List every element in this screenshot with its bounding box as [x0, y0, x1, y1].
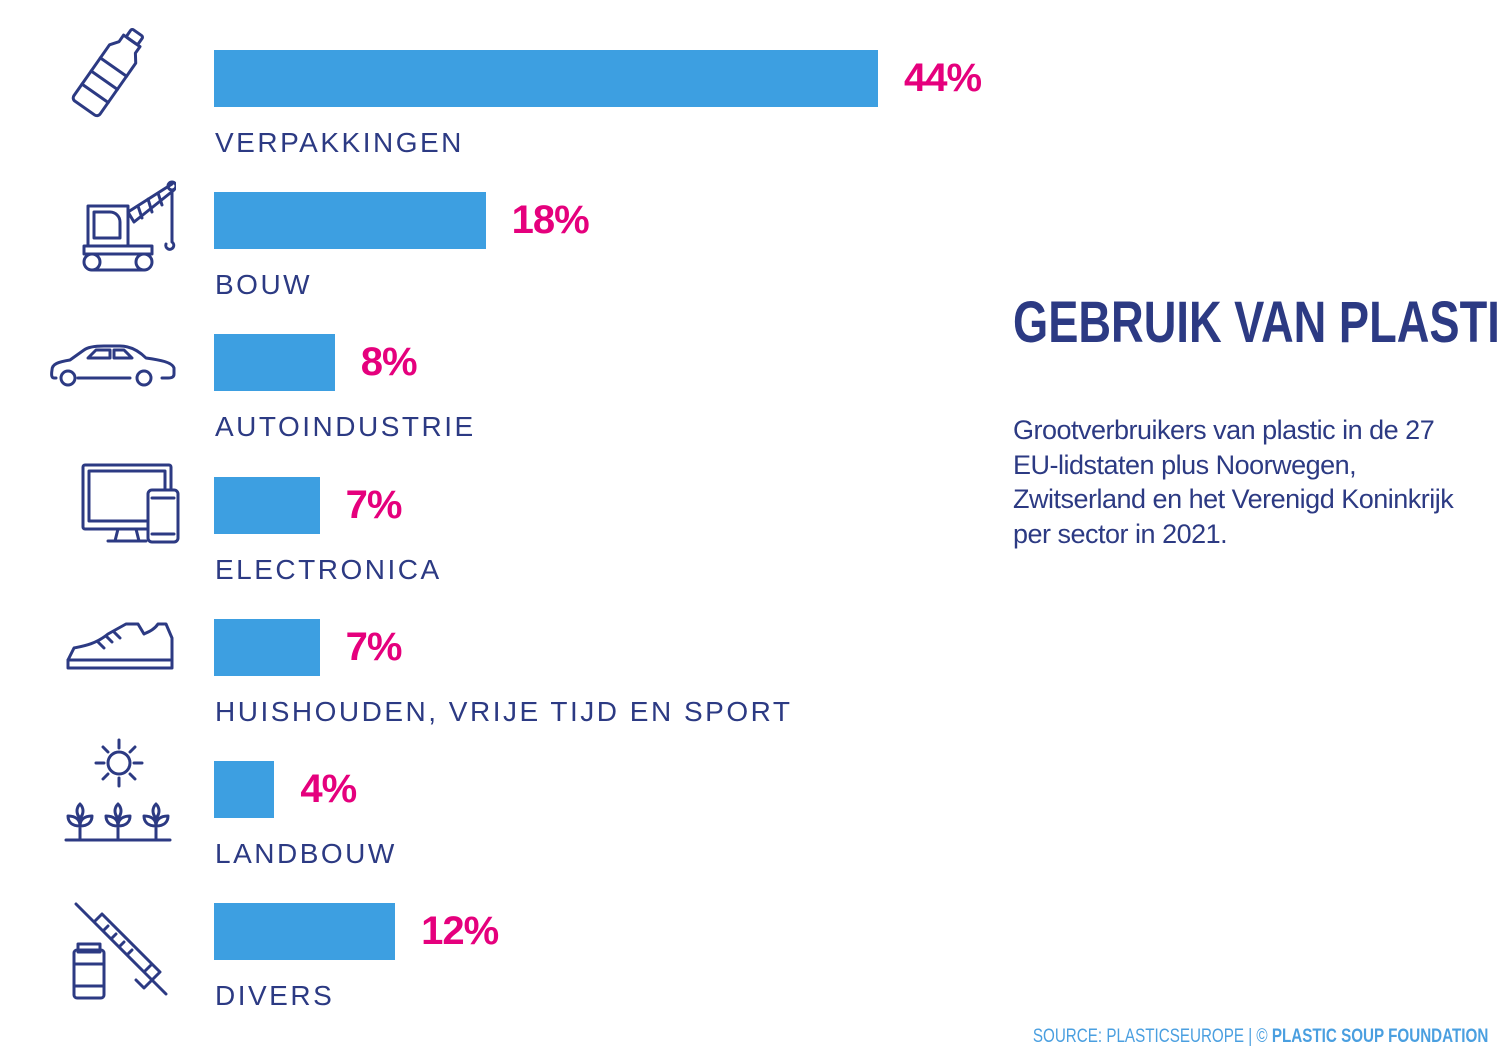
- value-label: 12%: [421, 909, 499, 954]
- syringe-vial-icon: [72, 900, 172, 1005]
- value-label: 44%: [904, 56, 982, 100]
- value-label: 7%: [345, 624, 403, 669]
- bar-3: [214, 334, 335, 392]
- category-label: HUISHOUDEN, VRIJE TIJD EN SPORT: [215, 695, 793, 727]
- source-brand: PLASTIC SOUP FOUNDATION: [1271, 1026, 1488, 1047]
- sneaker-icon: [64, 620, 174, 679]
- bar-2: [214, 192, 486, 250]
- value-label: 8%: [360, 340, 418, 385]
- value-label: 18%: [511, 198, 590, 243]
- bar-6: [214, 761, 275, 818]
- bar-1: [214, 50, 878, 107]
- value-label: 7%: [345, 482, 403, 527]
- chart-subtitle: Grootverbruikers van plastic in de 27 EU…: [1013, 415, 1454, 549]
- value-label: 4%: [300, 767, 357, 811]
- source-credit: SOURCE: PLASTICSEUROPE | © PLASTIC SOUP …: [1033, 1026, 1488, 1048]
- chart-title: GEBRUIK VAN PLASTIC: [1013, 290, 1500, 355]
- crane-icon: [76, 176, 178, 281]
- bar-5: [214, 618, 320, 676]
- car-icon: [48, 340, 178, 395]
- category-label: AUTOINDUSTRIE: [215, 411, 476, 443]
- category-label: VERPAKKINGEN: [215, 127, 464, 158]
- category-label: DIVERS: [215, 980, 335, 1012]
- sun-plants-icon: [64, 736, 174, 851]
- category-label: LANDBOUW: [215, 838, 397, 869]
- bar-7: [214, 903, 396, 961]
- category-label: ELECTRONICA: [215, 553, 442, 585]
- computer-phone-icon: [80, 462, 180, 551]
- bar-chart: 44% VERPAKKINGEN 18% BOUW 8% AUTOINDUSTRIE 7% E…: [48, 22, 982, 1012]
- bar-4: [214, 476, 320, 534]
- category-label: BOUW: [215, 269, 313, 301]
- source-text: SOURCE: PLASTICSEUROPE | ©: [1032, 1026, 1272, 1047]
- bottle-icon: [70, 22, 150, 127]
